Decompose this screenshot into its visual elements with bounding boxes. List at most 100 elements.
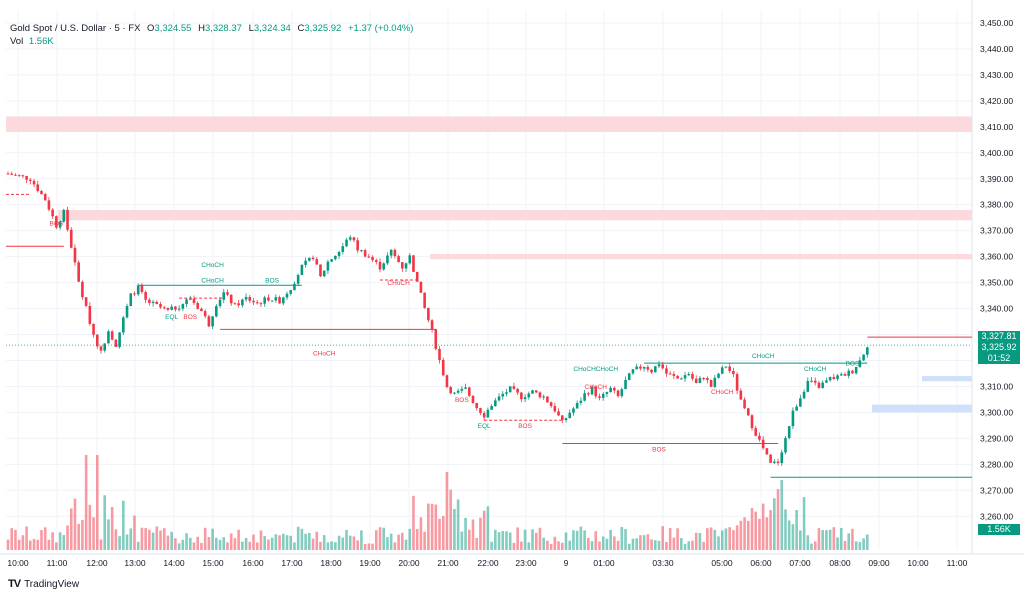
candle-body (839, 374, 843, 376)
volume-bar (802, 497, 806, 550)
candle-body (732, 370, 735, 375)
candle-body (806, 380, 810, 392)
structure-label: CHoCH (752, 353, 775, 360)
volume-bar (233, 538, 237, 550)
high-label: H (198, 23, 205, 34)
volume-bar (761, 503, 765, 550)
candle-body (520, 392, 523, 400)
countdown-tag: 01:52 (978, 353, 1020, 364)
candle-body (560, 415, 564, 421)
volume-bar (252, 534, 255, 550)
volume-bar (453, 508, 456, 550)
candle-body (47, 200, 51, 210)
candle-body (680, 378, 683, 380)
candle-body (55, 216, 58, 228)
y-tick-label: 3,290.00 (980, 433, 1013, 443)
symbol-title[interactable]: Gold Spot / U.S. Dollar · 5 · FX (10, 23, 141, 34)
tradingview-logo-icon: TV (8, 578, 21, 590)
candle-body (728, 366, 731, 371)
volume-bar (780, 480, 784, 550)
volume-bar (843, 540, 847, 550)
volume-label: Vol (10, 36, 24, 47)
volume-bar (47, 539, 51, 550)
volume-bar (144, 528, 147, 550)
close-label: C (297, 23, 305, 34)
candle-body (523, 397, 527, 400)
volume-bar (799, 530, 802, 550)
candle-body (691, 373, 694, 379)
candle-body (516, 388, 519, 393)
tradingview-brand[interactable]: TV TradingView (8, 578, 79, 590)
candle-body (527, 393, 531, 398)
volume-bar (434, 504, 438, 550)
candle-body (750, 415, 754, 429)
volume-bar (776, 489, 780, 550)
candle-body (784, 437, 787, 453)
volume-bar (813, 541, 817, 550)
candle-body (791, 410, 795, 427)
candle-body (326, 261, 330, 271)
candle-body (601, 393, 605, 398)
candle-body (564, 418, 568, 421)
volume-bar (754, 511, 758, 550)
volume-bar (192, 542, 196, 550)
candle-body (337, 251, 341, 256)
candle-body (657, 364, 661, 367)
candle-body (289, 290, 293, 294)
volume-bar (575, 530, 579, 550)
candle-body (720, 367, 724, 374)
candle-body (229, 294, 233, 304)
candle-body (665, 368, 668, 374)
x-tick-label: 03:30 (652, 558, 674, 568)
volume-bar (631, 538, 635, 550)
x-tick-label: 06:00 (750, 558, 772, 568)
candle-body (505, 392, 508, 394)
candle-body (851, 370, 854, 374)
x-tick-label: 10:00 (907, 558, 929, 568)
structure-label: CHoCH (573, 366, 596, 373)
volume-bar (806, 535, 810, 550)
candle-body (162, 307, 166, 309)
volume-bar (103, 495, 107, 550)
y-tick-label: 3,350.00 (980, 278, 1013, 288)
candle-body (69, 229, 73, 248)
low-label: L (248, 23, 254, 34)
volume-bar (140, 527, 144, 550)
candle-body (374, 260, 378, 262)
volume-bar (508, 532, 512, 550)
x-tick-label: 9 (564, 558, 569, 568)
candle-body (43, 194, 47, 201)
candle-body (174, 306, 177, 310)
volume-bar (248, 541, 252, 550)
volume-bar (449, 489, 452, 550)
open-label: O (147, 23, 155, 34)
volume-bar (523, 529, 527, 550)
volume-bar (95, 455, 99, 550)
volume-bar (69, 508, 73, 550)
candle-body (125, 306, 129, 318)
candle-body (642, 366, 646, 369)
volume-bar (315, 531, 319, 550)
candle-body (698, 378, 702, 384)
volume-bar (281, 533, 285, 550)
volume-bar (404, 539, 408, 550)
candle-body (713, 377, 717, 387)
candle-body (501, 393, 505, 397)
candle-body (92, 323, 95, 335)
volume-bar (601, 536, 605, 550)
volume-bar (125, 534, 129, 550)
volume-bar (858, 542, 862, 550)
candle-body (594, 386, 598, 397)
volume-bar (520, 541, 523, 550)
volume-bar (531, 529, 534, 550)
volume-bar (348, 535, 352, 550)
candle-body (609, 387, 612, 393)
candle-body (40, 191, 43, 195)
volume-bar (322, 535, 326, 550)
volume-bar (32, 538, 36, 550)
candle-body (84, 297, 88, 306)
candle-body (133, 293, 136, 295)
volume-bar (226, 542, 229, 550)
candle-body (862, 354, 865, 361)
